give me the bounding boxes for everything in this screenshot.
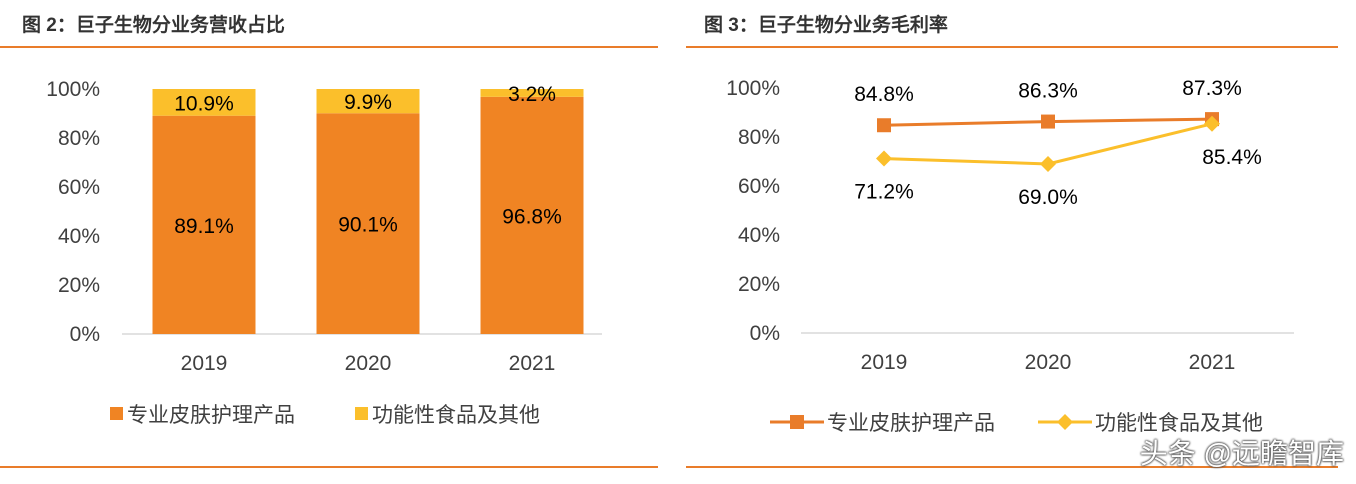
legend-swatch (355, 407, 368, 420)
data-label: 3.2% (508, 83, 556, 106)
bar-segment (480, 96, 584, 334)
diamond-marker (1040, 155, 1056, 172)
diamond-marker (876, 150, 892, 167)
y-tick-label: 20% (58, 274, 100, 297)
x-tick-label: 2020 (345, 352, 392, 375)
legend-label: 专业皮肤护理产品 (127, 404, 295, 427)
y-tick-label: 80% (738, 126, 780, 149)
y-tick-label: 40% (738, 224, 780, 247)
data-label: 84.8% (854, 83, 914, 106)
x-tick-label: 2020 (1025, 351, 1072, 374)
stacked-bar-chart: 0% 20% 40% 60% 80% 100% 89.1% 10.9% 2019 90.1% 9.9… (46, 78, 602, 427)
bottom-divider (0, 466, 658, 468)
title-divider (0, 46, 658, 48)
y-tick-label: 80% (58, 127, 100, 150)
y-tick-label: 60% (738, 175, 780, 198)
y-tick-label: 0% (70, 323, 100, 346)
data-label: 87.3% (1182, 77, 1242, 100)
x-tick-label: 2019 (861, 351, 908, 374)
legend-label: 专业皮肤护理产品 (827, 412, 995, 435)
bottom-divider (686, 466, 1338, 468)
bar-segment (480, 89, 584, 97)
diamond-marker (1204, 115, 1220, 132)
square-marker (1041, 114, 1055, 129)
data-label: 69.0% (1018, 186, 1078, 209)
watermark: 头条 @远瞻智库 (1139, 438, 1344, 469)
bar-segment (152, 89, 256, 116)
legend-label: 功能性食品及其他 (1095, 412, 1263, 435)
data-label: 86.3% (1018, 80, 1078, 103)
data-label: 71.2% (854, 181, 914, 204)
bar-segment (316, 113, 420, 334)
legend-label: 功能性食品及其他 (372, 404, 540, 427)
x-tick-label: 2021 (1189, 351, 1236, 374)
x-tick-label: 2021 (509, 352, 556, 375)
figure-3-panel: 图 3：巨子生物分业务毛利率 0% 20% 40% 60% 80% 100% 2019 202… (686, 0, 1356, 484)
data-label: 90.1% (338, 214, 398, 237)
figure-2-panel: 图 2：巨子生物分业务营收占比 0% 20% 40% 60% 80% 100% 89.1% 1… (0, 0, 668, 484)
y-tick-label: 100% (46, 78, 100, 101)
y-tick-label: 40% (58, 225, 100, 248)
data-label: 9.9% (344, 91, 392, 114)
legend-swatch (110, 407, 123, 420)
figure-3-title: 图 3：巨子生物分业务毛利率 (704, 15, 948, 36)
data-label: 85.4% (1202, 146, 1262, 169)
legend-diamond-marker (1057, 414, 1073, 430)
bar-segment (152, 115, 256, 334)
figure-2-title: 图 2：巨子生物分业务营收占比 (22, 15, 285, 36)
y-tick-label: 100% (726, 77, 780, 100)
square-marker (877, 118, 891, 133)
bar-segment (316, 89, 420, 114)
data-label: 10.9% (174, 92, 234, 115)
legend-square-marker (790, 415, 804, 429)
data-label: 96.8% (502, 205, 562, 228)
y-tick-label: 20% (738, 273, 780, 296)
x-tick-label: 2019 (181, 352, 228, 375)
y-tick-label: 60% (58, 176, 100, 199)
data-label: 89.1% (174, 215, 234, 238)
line-chart: 0% 20% 40% 60% 80% 100% 2019 2020 2021 84.8% 86.3%… (726, 77, 1294, 435)
title-divider (686, 46, 1338, 48)
y-tick-label: 0% (750, 322, 780, 345)
